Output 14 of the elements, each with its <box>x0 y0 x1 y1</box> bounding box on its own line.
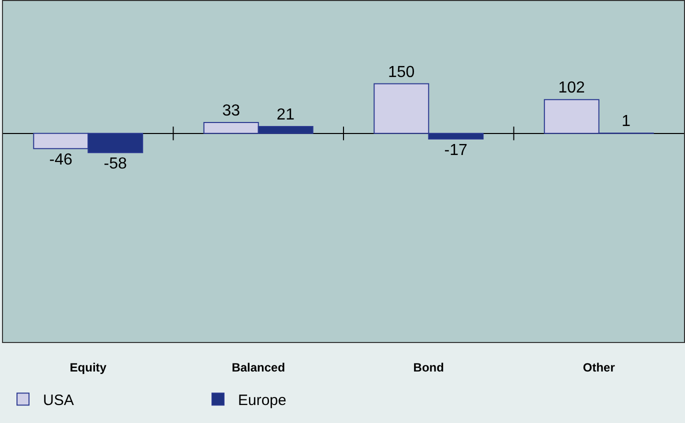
data-label: 21 <box>276 106 295 124</box>
data-label: -17 <box>444 142 468 160</box>
x-tick-label: Balanced <box>232 360 286 374</box>
x-tick-label: Equity <box>70 360 107 374</box>
data-label: 33 <box>222 102 240 120</box>
legend-label: USA <box>43 392 74 410</box>
x-tick-label: Bond <box>413 360 444 374</box>
data-label: 102 <box>558 80 586 97</box>
legend-label: Europe <box>238 392 286 410</box>
x-tick-label: Other <box>582 360 616 374</box>
data-label: 150 <box>388 64 415 81</box>
data-label: -58 <box>104 156 127 173</box>
data-label: -46 <box>49 152 72 169</box>
data-label: 1 <box>622 113 631 130</box>
